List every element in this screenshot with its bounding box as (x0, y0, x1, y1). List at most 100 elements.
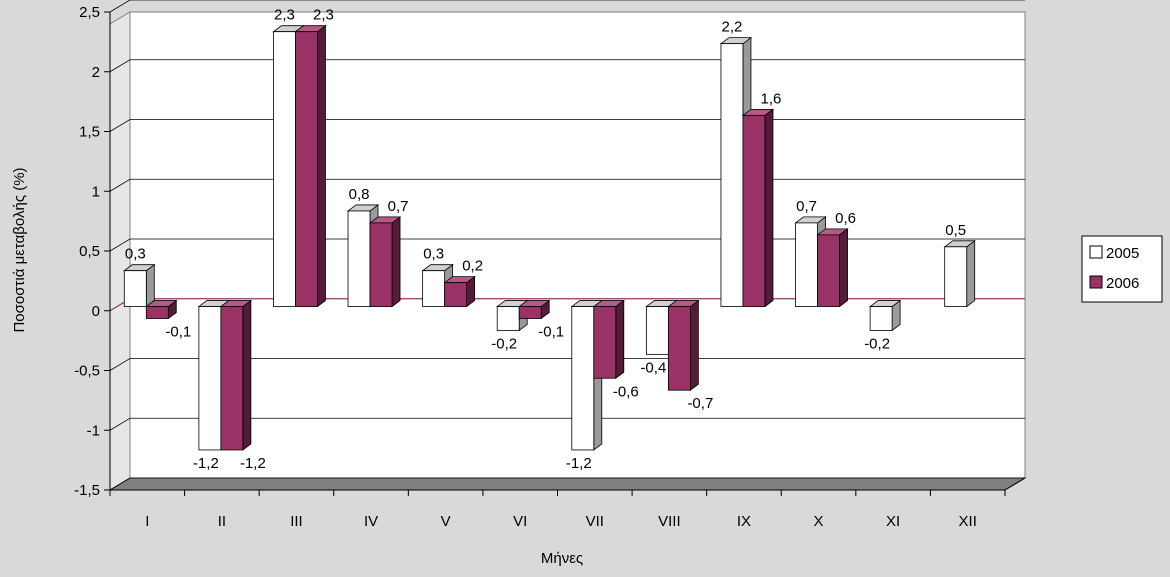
data-label: 0,7 (388, 198, 409, 215)
bar-front (496, 306, 520, 331)
data-label: 0,6 (835, 210, 856, 227)
bar-front (518, 306, 542, 319)
bar-front (944, 246, 968, 307)
data-label: -0,4 (640, 359, 666, 376)
bar-2006-VII (592, 299, 625, 380)
data-label: 2,3 (313, 7, 334, 24)
bar-side (615, 299, 625, 380)
legend-label: 2005 (1106, 245, 1139, 262)
bar-side (764, 108, 774, 308)
bar-side (317, 24, 326, 308)
data-label: 0,5 (945, 222, 966, 239)
gridline (109, 358, 1025, 371)
bar-front (742, 114, 766, 307)
x-tick-label: XI (886, 513, 900, 530)
bar-front (220, 306, 244, 451)
y-axis-title: Ποσοστιά μεταβολής (%) (11, 167, 28, 332)
data-label: 2,2 (722, 19, 743, 36)
data-label: 1,6 (761, 90, 782, 107)
data-label: -0,2 (491, 335, 517, 352)
bar-front (444, 282, 468, 307)
bar-2005-XI (868, 299, 902, 332)
x-tick-label: II (218, 513, 226, 530)
y-tick-label: 1 (92, 183, 100, 200)
data-label: -1,2 (566, 455, 592, 472)
data-label: 0,8 (349, 186, 370, 203)
bar-side (391, 216, 401, 308)
bar-2005-I (123, 263, 156, 308)
bar-front (593, 306, 617, 379)
legend-label: 2006 (1106, 275, 1139, 292)
data-label: -1,2 (240, 455, 266, 472)
bar-front (667, 306, 691, 391)
data-label: 0,3 (125, 246, 146, 263)
data-label: -0,1 (165, 324, 191, 341)
data-label: 2,3 (274, 7, 295, 24)
bar-2005-XII (943, 240, 976, 308)
bar-front (817, 234, 840, 307)
data-label: -0,2 (864, 335, 890, 352)
bar-2006-VI (518, 299, 551, 320)
x-tick-label: VIII (658, 513, 681, 530)
bar-side (839, 228, 848, 308)
data-label: 0,3 (423, 246, 444, 263)
data-label: -1,2 (193, 455, 219, 472)
x-axis-title: Μήνες (541, 550, 583, 567)
x-tick-label: VII (586, 513, 604, 530)
legend-swatch (1089, 245, 1103, 259)
bar-front (273, 31, 296, 307)
x-tick-label: VI (513, 513, 527, 530)
bar-2006-V (443, 275, 476, 308)
y-tick-label: 2 (92, 64, 100, 81)
bar-front (645, 306, 669, 355)
gridline (109, 477, 1025, 491)
bar-2006-IV (368, 216, 402, 308)
bar-side (689, 299, 699, 392)
bar-front (295, 31, 318, 307)
bar-side (242, 299, 252, 451)
bar-front (571, 306, 595, 451)
x-tick-label: V (441, 513, 451, 530)
bar-side (145, 263, 155, 308)
bar-front (123, 270, 147, 307)
x-tick-label: III (290, 513, 303, 530)
bar-2006-VIII (667, 299, 700, 392)
x-tick-label: XII (959, 513, 977, 530)
y-tick-label: 0,5 (79, 243, 100, 260)
data-label: 0,7 (796, 198, 817, 215)
bar-front (422, 270, 446, 307)
data-label: -0,1 (538, 324, 564, 341)
data-label: -0,6 (613, 383, 639, 400)
bar-front (720, 43, 744, 307)
legend-swatch (1089, 275, 1103, 289)
bar-side (966, 240, 976, 308)
bar-front (869, 306, 893, 331)
bar-2006-X (816, 228, 849, 308)
x-tick-label: I (145, 513, 149, 530)
chart-floor (108, 477, 1027, 491)
y-tick-label: 2,5 (79, 4, 100, 21)
bar-front (145, 306, 169, 319)
bar-front (198, 306, 222, 451)
bar-front (347, 210, 371, 307)
bar-2006-I (145, 299, 178, 320)
y-tick-label: -1,5 (74, 482, 100, 499)
bar-2006-II (219, 299, 253, 451)
y-tick-label: 0 (92, 303, 100, 320)
x-tick-label: IX (737, 513, 751, 530)
y-tick-label: -0,5 (74, 363, 100, 380)
y-tick-label: 1,5 (79, 124, 100, 141)
bar-front (795, 222, 818, 307)
y-tick-label: -1 (87, 422, 100, 439)
gridline (109, 0, 1025, 13)
bar-2006-III (294, 24, 327, 308)
floor-edge (1004, 477, 1026, 491)
bar-front (369, 222, 393, 307)
bar-2006-IX (741, 108, 775, 308)
x-tick-label: IV (364, 513, 378, 530)
data-label: -0,7 (687, 395, 713, 412)
gridline (109, 417, 1025, 431)
data-label: 0,2 (462, 258, 483, 275)
